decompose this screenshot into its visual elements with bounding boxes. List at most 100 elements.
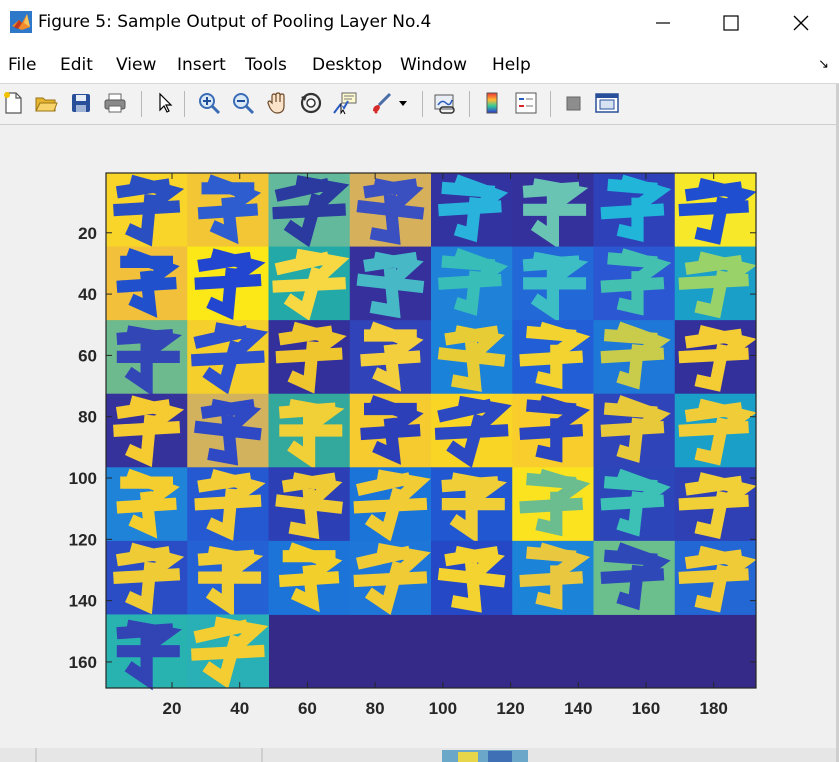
figure-canvas[interactable]: 20 40 60 80 100 120 140 160 180 20 40 60 80 100 120 14… bbox=[0, 125, 836, 762]
toolbar-separator bbox=[141, 91, 142, 117]
brush-dropdown-button[interactable] bbox=[396, 89, 410, 117]
maximize-button[interactable] bbox=[696, 0, 766, 46]
y-tick-label: 20 bbox=[78, 224, 97, 243]
feature-map-tile bbox=[674, 393, 757, 468]
feature-map-tile bbox=[593, 173, 676, 248]
window-title: Figure 5: Sample Output of Pooling Layer… bbox=[38, 12, 432, 32]
feature-map-tile bbox=[349, 320, 432, 395]
feature-map-tile bbox=[106, 246, 188, 321]
menu-help[interactable]: Help bbox=[492, 55, 531, 75]
menu-file[interactable]: File bbox=[8, 55, 37, 75]
background-window-icon bbox=[0, 748, 836, 762]
feature-map-tile bbox=[349, 173, 432, 248]
feature-map-tile bbox=[106, 467, 188, 542]
feature-map-tile bbox=[674, 540, 757, 615]
feature-map-tile bbox=[187, 614, 269, 689]
menu-insert[interactable]: Insert bbox=[177, 55, 226, 75]
montage-plot[interactable]: 20 40 60 80 100 120 140 160 180 20 40 60 80 100 120 14… bbox=[0, 125, 836, 748]
new-figure-icon bbox=[4, 92, 22, 114]
dock-arrow-icon[interactable]: ↘ bbox=[818, 56, 829, 71]
feature-map-tile bbox=[674, 173, 757, 248]
x-axis: 20 40 60 80 100 120 140 160 180 bbox=[163, 173, 728, 718]
y-tick-label: 60 bbox=[78, 346, 97, 365]
feature-map-tile bbox=[512, 246, 594, 323]
feature-map-tile bbox=[593, 467, 676, 542]
feature-map-tile bbox=[349, 246, 432, 321]
montage-image bbox=[106, 173, 757, 691]
x-tick-label: 60 bbox=[298, 699, 317, 718]
y-tick-label: 100 bbox=[69, 469, 97, 488]
menu-edit[interactable]: Edit bbox=[60, 55, 93, 75]
y-axis: 20 40 60 80 100 120 140 160 bbox=[69, 224, 756, 672]
menu-desktop[interactable]: Desktop bbox=[312, 55, 383, 75]
toolbar-separator bbox=[469, 91, 470, 117]
pan-button[interactable] bbox=[264, 89, 290, 117]
menu-view[interactable]: View bbox=[116, 55, 157, 75]
feature-map-tile bbox=[187, 173, 269, 248]
feature-map-tile bbox=[431, 246, 513, 321]
feature-map-tile bbox=[187, 246, 269, 321]
save-icon bbox=[72, 94, 90, 112]
feature-map-tile bbox=[593, 246, 676, 321]
feature-map-tile bbox=[187, 540, 269, 617]
show-plot-tools-button[interactable] bbox=[594, 89, 620, 117]
hide-plot-tools-button[interactable] bbox=[560, 89, 586, 117]
feature-map-tile bbox=[431, 393, 513, 468]
y-tick-label: 40 bbox=[78, 285, 97, 304]
x-tick-label: 160 bbox=[632, 699, 660, 718]
toolbar-separator bbox=[422, 91, 423, 117]
print-icon bbox=[104, 93, 126, 113]
feature-map-tile bbox=[268, 246, 351, 321]
feature-map-tile bbox=[593, 540, 676, 615]
rotate-3d-icon bbox=[300, 92, 322, 114]
menu-tools[interactable]: Tools bbox=[245, 55, 287, 75]
feature-map-tile bbox=[268, 173, 351, 248]
minimize-button[interactable] bbox=[628, 0, 698, 46]
toolbar-separator bbox=[550, 91, 551, 117]
open-file-button[interactable] bbox=[33, 89, 59, 117]
y-tick-label: 120 bbox=[69, 530, 97, 549]
feature-map-tile bbox=[106, 320, 188, 397]
feature-map-tile bbox=[431, 320, 513, 395]
menu-window[interactable]: Window bbox=[400, 55, 468, 75]
zoom-in-button[interactable] bbox=[196, 89, 222, 117]
rotate-3d-button[interactable] bbox=[298, 89, 324, 117]
feature-map-tile bbox=[349, 393, 432, 468]
insert-colorbar-button[interactable] bbox=[479, 89, 505, 117]
feature-map-tile bbox=[512, 393, 594, 468]
minimize-icon bbox=[656, 22, 670, 24]
feature-map-tile bbox=[349, 467, 432, 542]
open-file-icon bbox=[35, 97, 58, 112]
feature-map-tile bbox=[268, 540, 351, 615]
insert-legend-button[interactable] bbox=[513, 89, 539, 117]
background-window-strip bbox=[0, 748, 836, 762]
feature-map-tile bbox=[512, 540, 594, 615]
show-plot-tools-icon bbox=[595, 93, 619, 113]
x-tick-label: 120 bbox=[496, 699, 524, 718]
title-bar: Figure 5: Sample Output of Pooling Layer… bbox=[0, 0, 839, 46]
zoom-out-icon bbox=[233, 93, 255, 115]
close-button[interactable] bbox=[766, 0, 836, 46]
y-tick-label: 140 bbox=[69, 592, 97, 611]
feature-map-tile bbox=[593, 393, 676, 468]
feature-map-tile bbox=[268, 320, 351, 395]
brush-button[interactable] bbox=[368, 89, 394, 117]
link-plot-button[interactable] bbox=[432, 89, 458, 117]
data-cursor-button[interactable] bbox=[332, 89, 358, 117]
new-figure-button[interactable] bbox=[0, 89, 26, 117]
zoom-in-icon bbox=[199, 93, 221, 115]
hide-plot-tools-icon bbox=[566, 96, 581, 111]
feature-map-tile bbox=[674, 320, 757, 395]
zoom-out-button[interactable] bbox=[230, 89, 256, 117]
edit-plot-button[interactable] bbox=[152, 89, 178, 117]
edit-plot-arrow-icon bbox=[159, 92, 173, 113]
x-tick-label: 40 bbox=[230, 699, 249, 718]
y-tick-label: 80 bbox=[78, 408, 97, 427]
feature-map-tile bbox=[268, 393, 351, 470]
insert-legend-icon bbox=[515, 92, 537, 114]
feature-map-tile bbox=[349, 540, 432, 616]
print-button[interactable] bbox=[102, 89, 128, 117]
x-tick-label: 20 bbox=[163, 699, 182, 718]
save-button[interactable] bbox=[68, 89, 94, 117]
axes-frame bbox=[105, 172, 757, 689]
